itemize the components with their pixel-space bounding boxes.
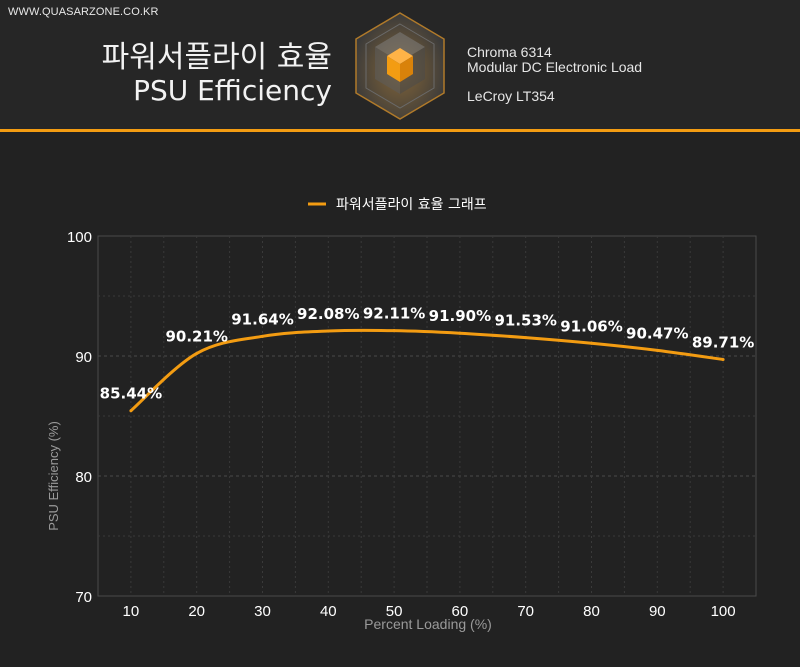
x-tick-label: 70 <box>517 603 534 620</box>
data-point <box>458 331 462 335</box>
data-label: 91.06% <box>560 317 622 335</box>
efficiency-chart: 파워서플라이 효율 그래프 70 80 90 100 10 20 30 40 50 60 70 80… <box>46 197 757 632</box>
chart-legend: 파워서플라이 효율 그래프 <box>308 197 487 213</box>
data-point <box>261 334 264 338</box>
y-tick-label: 100 <box>67 229 92 246</box>
data-point <box>524 336 528 340</box>
y-axis-label: PSU Efficiency (%) <box>46 421 61 531</box>
grid-lines <box>97 235 757 597</box>
data-label: 89.71% <box>692 333 754 351</box>
x-tick-label: 20 <box>188 603 205 620</box>
data-label: 92.11% <box>363 305 425 323</box>
data-labels: 85.44% 90.21%91.64% 92.08% 92.11% 91.90% 91.5… <box>100 305 755 403</box>
y-tick-label: 90 <box>75 349 92 366</box>
series-efficiency <box>129 328 725 413</box>
x-tick-label: 40 <box>320 603 337 620</box>
data-label: 91.53% <box>494 312 556 330</box>
data-label: 90.47% <box>626 324 688 342</box>
equipment-load-type: Modular DC Electronic Load <box>467 59 643 75</box>
header: WWW.QUASARZONE.CO.KR 파워서플라이 효율 PSU Effic… <box>0 0 800 130</box>
equipment-scope: LeCroy LT354 <box>467 88 555 104</box>
equipment-load: Chroma 6314 <box>467 44 552 60</box>
x-tick-label: 80 <box>583 603 600 620</box>
data-point <box>129 409 133 413</box>
data-label: 85.44% <box>100 385 162 403</box>
x-tick-label: 100 <box>711 603 736 620</box>
data-label: 90.21% <box>165 327 227 345</box>
x-axis-label: Percent Loading (%) <box>364 616 492 632</box>
y-tick-label: 70 <box>75 589 92 606</box>
x-axis-ticks: 10 20 30 40 50 60 70 80 90 100 <box>123 603 736 620</box>
data-point <box>721 357 725 361</box>
x-tick-label: 90 <box>649 603 666 620</box>
data-label: 91.64% <box>231 310 293 328</box>
x-tick-label: 10 <box>123 603 140 620</box>
legend-label: 파워서플라이 효율 그래프 <box>336 197 487 213</box>
hexagon-cube-logo <box>355 12 445 120</box>
page-title-english: PSU Efficiency <box>133 74 332 107</box>
x-tick-label: 50 <box>386 603 403 620</box>
data-point <box>655 348 659 352</box>
x-tick-label: 30 <box>254 603 271 620</box>
data-point <box>326 329 330 333</box>
page-title-korean: 파워서플라이 효율 <box>101 40 332 75</box>
x-tick-label: 60 <box>452 603 469 620</box>
series-line <box>129 328 724 412</box>
data-label: 92.08% <box>297 305 359 323</box>
y-tick-label: 80 <box>75 469 92 486</box>
data-point <box>195 351 199 355</box>
data-point <box>590 341 593 345</box>
site-url: WWW.QUASARZONE.CO.KR <box>8 6 159 18</box>
header-accent-line <box>0 129 800 132</box>
data-point <box>392 329 396 333</box>
data-label: 91.90% <box>429 307 491 325</box>
y-axis-ticks: 70 80 90 100 <box>67 229 92 606</box>
